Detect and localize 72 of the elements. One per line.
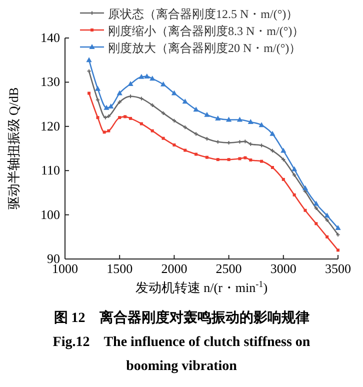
point xyxy=(227,158,230,162)
y-tick-label: 120 xyxy=(40,118,60,134)
point xyxy=(124,115,127,118)
point xyxy=(140,122,143,126)
point xyxy=(184,148,187,152)
y-tick-label: 130 xyxy=(40,74,60,90)
point xyxy=(171,90,177,96)
point xyxy=(236,116,243,122)
point xyxy=(336,248,340,252)
x-axis-title: 发动机转速 n/(r・min$^{-1}$) xyxy=(135,279,268,295)
point xyxy=(314,222,318,226)
point xyxy=(270,166,274,170)
point xyxy=(249,158,252,162)
y-axis-title: 驱动半轴扭振级 Q/dB xyxy=(6,86,21,210)
point xyxy=(292,166,298,172)
point xyxy=(162,136,165,140)
text: Fig.12 The influence of clutch stiffness on booming vibration xyxy=(52,335,310,374)
point xyxy=(248,118,254,124)
legend-label: 刚度放大（离合器刚度20 N・m/(°)） xyxy=(108,41,302,55)
point xyxy=(292,172,297,178)
x-tick-label: 2500 xyxy=(216,261,242,276)
y-tick-label: 110 xyxy=(40,162,60,178)
legend-label: 原状态（离合器刚度12.5 N・m/(°)） xyxy=(108,7,298,21)
point xyxy=(128,94,133,99)
point xyxy=(128,80,134,86)
point xyxy=(205,156,208,159)
x-tick-label: 3000 xyxy=(270,261,296,276)
text: 图 12 离合器刚度对轰鸣振动的影响规律 xyxy=(54,309,310,326)
y-tick-label: 100 xyxy=(40,206,60,222)
point xyxy=(280,148,286,153)
x-tick-label: 2000 xyxy=(161,261,188,276)
point xyxy=(194,132,198,136)
point xyxy=(116,90,122,96)
point xyxy=(335,225,341,230)
point xyxy=(129,116,132,120)
point xyxy=(292,193,296,196)
point xyxy=(324,212,330,218)
point xyxy=(86,57,92,62)
point xyxy=(194,152,198,156)
x-tick-label: 3500 xyxy=(325,261,351,276)
point xyxy=(108,104,114,109)
point xyxy=(94,86,101,91)
point xyxy=(204,112,210,117)
point xyxy=(326,235,329,238)
legend-label: 刚度缩小（离合器刚度8.3 N・m/(°)） xyxy=(108,24,304,38)
point xyxy=(96,116,100,120)
point xyxy=(107,129,110,132)
point xyxy=(88,92,91,95)
point xyxy=(102,130,106,134)
point xyxy=(226,116,232,122)
point xyxy=(282,178,285,181)
point xyxy=(150,76,156,81)
point xyxy=(182,98,188,104)
point xyxy=(215,115,221,120)
point xyxy=(193,106,199,112)
point xyxy=(302,185,308,190)
point xyxy=(104,104,110,110)
point xyxy=(172,143,176,146)
point xyxy=(238,157,242,160)
point xyxy=(216,158,220,162)
point xyxy=(258,122,264,128)
point xyxy=(270,130,276,136)
x-tick-label: 1500 xyxy=(106,261,133,276)
point xyxy=(244,156,247,160)
y-tick-label: 140 xyxy=(40,30,60,45)
point xyxy=(144,73,150,78)
point xyxy=(138,74,144,79)
point xyxy=(150,129,154,132)
point xyxy=(260,160,264,163)
point xyxy=(304,208,307,212)
point xyxy=(313,200,319,206)
point xyxy=(118,116,122,120)
